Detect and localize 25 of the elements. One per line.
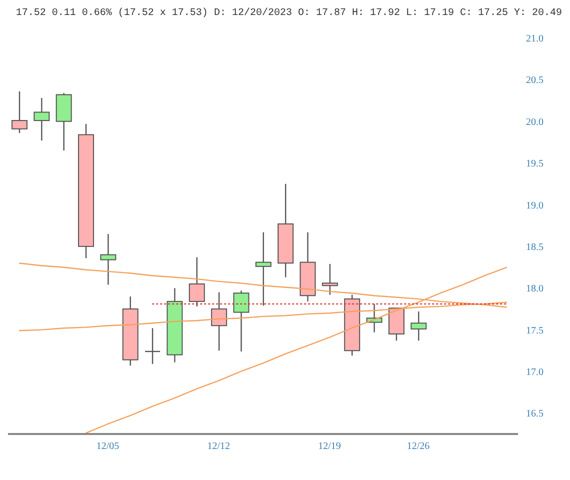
candlestick (12, 90, 28, 134)
y-tick-label: 21.0 (526, 34, 544, 45)
y-tick-label: 19.0 (526, 200, 544, 212)
y-tick-label: 18.0 (526, 284, 544, 295)
candlestick (233, 290, 250, 352)
y-tick-label: 16.5 (526, 408, 544, 420)
x-tick-label: 12/12 (207, 441, 230, 452)
y-tick-label: 20.0 (526, 116, 544, 128)
candlestick (34, 97, 50, 142)
candlestick (100, 233, 116, 286)
y-tick-label: 19.5 (526, 158, 544, 170)
candlestick (410, 310, 427, 342)
candlestick (144, 328, 161, 365)
x-tick-label: 12/26 (406, 441, 430, 452)
y-tick-label: 17.0 (526, 367, 544, 378)
y-tick-label: 17.5 (526, 325, 544, 336)
x-tick-label: 12/05 (96, 441, 120, 452)
y-tick-label: 18.5 (526, 242, 544, 253)
x-tick-label: 12/19 (318, 441, 341, 452)
candlestick (322, 263, 338, 296)
chart-title: 17.52 0.11 0.66% (17.52 x 17.53) D: 12/20/2023 O: 17.87 H: 17.92 L: 17.19 C: 17.25 Y: 20.49 (14, 8, 562, 21)
y-tick-label: 20.5 (526, 75, 544, 86)
candlestick (211, 292, 228, 352)
candlestick (188, 256, 205, 308)
candlestick (255, 232, 272, 306)
